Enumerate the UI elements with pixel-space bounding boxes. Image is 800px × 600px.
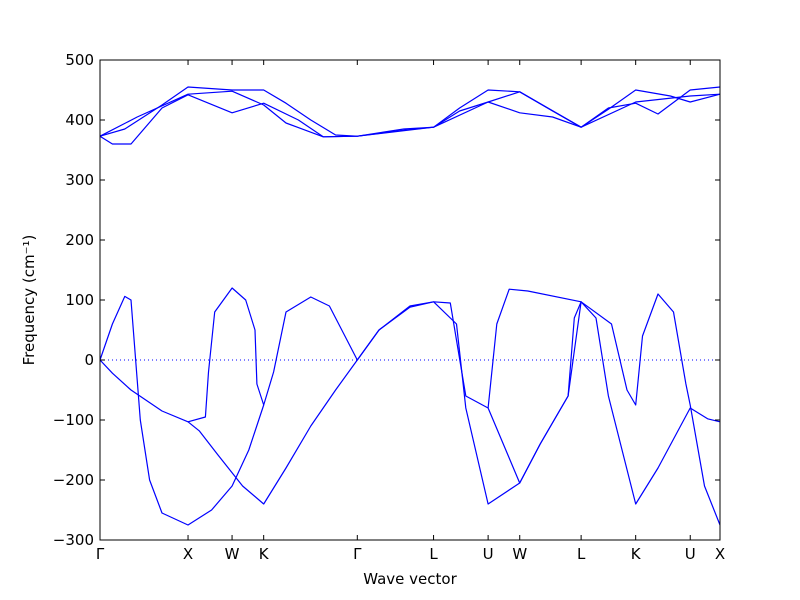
phonon-branch-8 [99, 90, 721, 138]
x-tick-label: W [225, 545, 240, 563]
phonon-branch-3 [187, 287, 721, 505]
x-tick-label: K [259, 545, 270, 563]
phonon-branch-2 [99, 295, 265, 526]
y-tick-label: −100 [53, 411, 94, 429]
x-tick-label: U [685, 545, 696, 563]
phonon-branch-4 [433, 293, 721, 526]
x-tick-label: Γ [353, 545, 362, 563]
y-tick-label: 400 [65, 111, 94, 129]
x-tick-label: U [483, 545, 494, 563]
plot-lines [99, 86, 721, 526]
x-tick-label: Γ [96, 545, 105, 563]
y-tick-label: −200 [53, 471, 94, 489]
y-axis: −300 −200 −100 0 100 200 300 400 500 [53, 51, 720, 549]
y-tick-label: −300 [53, 531, 94, 549]
y-tick-label: 100 [65, 291, 94, 309]
y-tick-label: 500 [65, 51, 94, 69]
phonon-branch-1 [99, 301, 434, 505]
y-tick-label: 300 [65, 171, 94, 189]
y-tick-label: 200 [65, 231, 94, 249]
y-tick-label: 0 [84, 351, 94, 369]
x-tick-label: X [715, 545, 725, 563]
x-axis-label: Wave vector [363, 570, 457, 588]
y-axis-label: Frequency (cm⁻¹) [20, 235, 38, 366]
x-tick-label: W [512, 545, 527, 563]
x-tick-label: K [631, 545, 642, 563]
x-tick-label: L [577, 545, 586, 563]
phonon-branch-5 [487, 288, 582, 409]
x-tick-label: L [429, 545, 438, 563]
x-tick-label: X [183, 545, 193, 563]
